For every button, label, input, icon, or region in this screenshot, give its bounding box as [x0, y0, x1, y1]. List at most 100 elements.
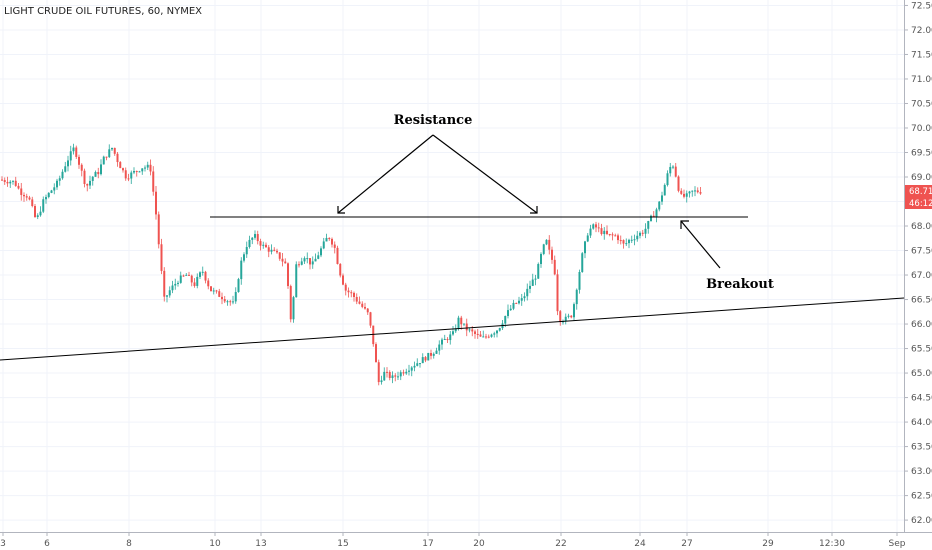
candle-body — [452, 331, 454, 335]
candle-body — [479, 334, 482, 337]
candle-body — [130, 172, 133, 179]
candle-body — [320, 248, 322, 256]
candle-body — [504, 316, 507, 324]
candle-body — [622, 240, 625, 244]
candle-body — [53, 187, 56, 191]
candle-body — [595, 224, 597, 228]
candle-body — [699, 192, 702, 194]
candle-body — [89, 180, 91, 186]
price-tick-label: 71.50 — [911, 50, 932, 60]
candle-body — [36, 215, 39, 218]
candle-body — [223, 299, 226, 302]
candle-body — [507, 310, 509, 317]
candle-body — [419, 363, 421, 365]
candle-body — [531, 279, 534, 286]
candle-body — [641, 232, 644, 234]
candle-body — [614, 235, 617, 237]
candle-body — [567, 315, 570, 317]
candle-body — [468, 329, 471, 331]
candle-body — [287, 263, 289, 287]
candle-body — [630, 239, 633, 241]
candle-body — [325, 237, 328, 242]
time-tick-label: 27 — [681, 539, 692, 549]
candle-body — [674, 166, 677, 177]
candle-body — [520, 298, 523, 301]
candle-body — [237, 279, 240, 293]
candle-body — [408, 370, 410, 372]
candle-body — [677, 176, 680, 191]
grid — [0, 0, 904, 532]
arrow-head-breakout-icon — [680, 220, 689, 229]
candle-body — [644, 228, 647, 234]
candle-body — [75, 147, 78, 157]
candle-body — [234, 292, 237, 302]
price-tick-label: 69.50 — [911, 148, 932, 158]
candle-body — [64, 166, 67, 172]
candle-body — [229, 301, 232, 303]
candle-body — [391, 375, 394, 379]
resistance-label: Resistance — [394, 113, 473, 128]
candle-body — [493, 333, 496, 335]
breakout-arrow — [680, 220, 721, 269]
candle-body — [672, 166, 674, 168]
candle-body — [113, 147, 116, 154]
candle-body — [276, 250, 278, 253]
price-tick-label: 72.50 — [911, 1, 932, 11]
candle-body — [135, 170, 138, 172]
candle-body — [166, 295, 168, 297]
candle-body — [9, 181, 12, 184]
price-tick-label: 68.00 — [911, 222, 932, 232]
candle-body — [80, 164, 83, 171]
time-tick-label: Sep — [889, 539, 906, 549]
candle-body — [589, 228, 592, 236]
candle-body — [273, 249, 276, 251]
candle-body — [267, 247, 270, 252]
time-tick-label: 15 — [337, 539, 348, 549]
candle-body — [168, 290, 171, 296]
candle-body — [380, 380, 383, 383]
time-axis[interactable]: 3 6 8 10 13 15 17 20 22 24 27 29 12:30 Sep — [0, 532, 906, 549]
candle-body — [496, 330, 498, 334]
candle-body — [361, 303, 364, 307]
candle-body — [498, 328, 501, 331]
candle-body — [633, 239, 636, 241]
price-tick-label: 63.50 — [911, 443, 932, 453]
candle-body — [215, 290, 218, 292]
candle-body — [243, 254, 245, 261]
time-tick-label: 22 — [555, 539, 566, 549]
candle-body — [551, 249, 553, 260]
candle-body — [432, 353, 435, 356]
price-tick-label: 67.00 — [911, 271, 932, 281]
candle-body — [383, 371, 386, 381]
candle-body — [119, 162, 122, 169]
candle-body — [207, 280, 210, 287]
candle-body — [160, 244, 163, 271]
candle-body — [377, 362, 380, 383]
price-tick-label: 70.00 — [911, 124, 932, 134]
candle-body — [212, 290, 215, 292]
candle-body — [179, 275, 182, 283]
candle-body — [248, 239, 251, 248]
price-tick-label: 66.50 — [911, 296, 932, 306]
candle-body — [23, 194, 25, 197]
candle-body — [14, 180, 17, 186]
candle-body — [292, 297, 295, 320]
candle-body — [600, 228, 603, 235]
candle-body — [157, 214, 160, 245]
time-tick-label: 3 — [0, 539, 6, 549]
price-tick-label: 62.50 — [911, 492, 932, 502]
candle-body — [358, 301, 361, 304]
price-axis[interactable]: 72.50 72.00 71.50 71.00 70.50 70.00 69.50 69.00… — [904, 1, 932, 526]
candle-body — [680, 190, 683, 194]
trend-lines — [0, 134, 905, 361]
candle-body — [421, 357, 424, 364]
candle-body — [201, 271, 204, 273]
candle-body — [410, 367, 413, 371]
candle-body — [471, 329, 474, 332]
candle-body — [512, 302, 515, 309]
candle-body — [556, 274, 559, 312]
candle-body — [366, 308, 369, 313]
candle-body — [666, 173, 669, 186]
